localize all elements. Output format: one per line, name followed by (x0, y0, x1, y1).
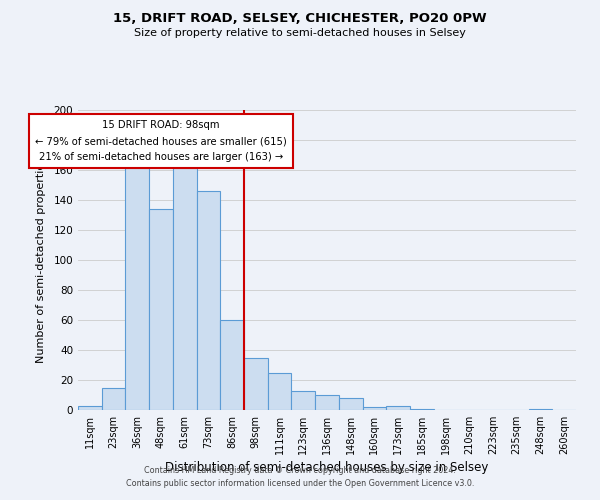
Bar (197, 191, 220, 410)
Bar (315, 395, 339, 410)
Y-axis label: Number of semi-detached properties: Number of semi-detached properties (37, 157, 46, 363)
Bar (220, 320, 244, 410)
Text: 15, DRIFT ROAD, SELSEY, CHICHESTER, PO20 0PW: 15, DRIFT ROAD, SELSEY, CHICHESTER, PO20… (113, 12, 487, 26)
Bar (268, 372, 292, 410)
Text: 15 DRIFT ROAD: 98sqm
← 79% of semi-detached houses are smaller (615)
21% of semi: 15 DRIFT ROAD: 98sqm ← 79% of semi-detac… (35, 120, 287, 162)
Bar (529, 408, 552, 410)
Text: Contains HM Land Registry data © Crown copyright and database right 2024.
Contai: Contains HM Land Registry data © Crown c… (126, 466, 474, 487)
Bar (125, 166, 149, 410)
Bar (149, 209, 173, 410)
Text: Size of property relative to semi-detached houses in Selsey: Size of property relative to semi-detach… (134, 28, 466, 38)
Bar (78, 406, 102, 410)
Bar (339, 398, 362, 410)
X-axis label: Distribution of semi-detached houses by size in Selsey: Distribution of semi-detached houses by … (166, 461, 488, 474)
Bar (386, 406, 410, 410)
Bar (244, 358, 268, 410)
Bar (102, 388, 125, 410)
Bar (173, 164, 197, 410)
Bar (362, 407, 386, 410)
Bar (410, 408, 434, 410)
Bar (292, 390, 315, 410)
